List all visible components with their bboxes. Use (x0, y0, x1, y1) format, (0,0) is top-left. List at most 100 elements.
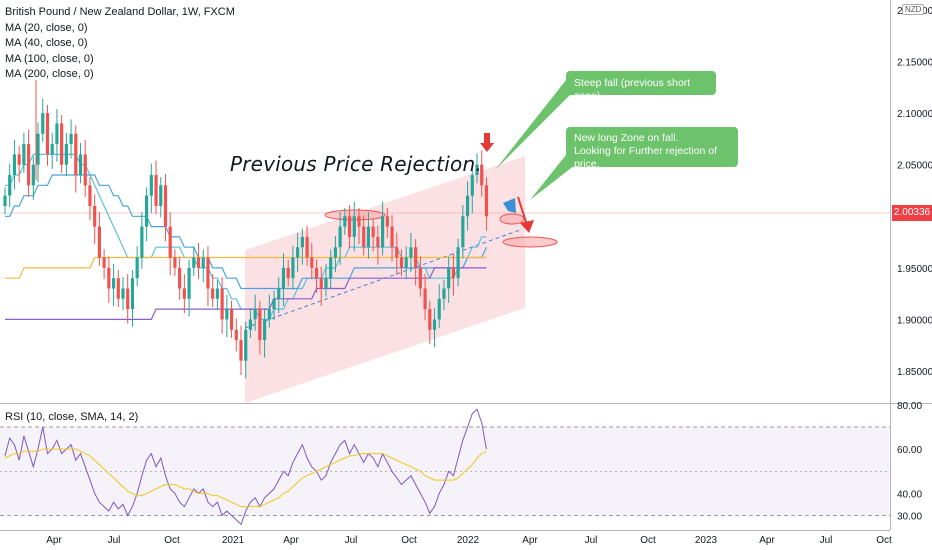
candle-body (253, 309, 257, 320)
candle-body (17, 154, 21, 165)
candle-body (258, 309, 262, 341)
candle-body (102, 257, 106, 268)
rejection-annotation[interactable]: Previous Price Rejection. (230, 152, 482, 176)
candle-body (50, 144, 54, 155)
candle-body (428, 309, 432, 330)
rsi-series-2 (4, 448, 487, 508)
time-tick-label: 2022 (457, 535, 480, 546)
ma200-legend[interactable]: MA (200, close, 0) (5, 68, 94, 80)
callout-steep-fall-text: Steep fall (previous short zone). (574, 77, 691, 102)
candle-body (376, 236, 380, 248)
callout-long-zone[interactable]: New long Zone on fall. Looking for Furth… (566, 127, 738, 170)
candle-body (130, 278, 135, 310)
time-tick-label: Oct (401, 535, 417, 546)
callout-long-zone-line1: New long Zone on fall. (574, 132, 679, 144)
time-tick-label: Oct (640, 535, 656, 546)
candle-body (385, 216, 389, 227)
candle-body (27, 144, 31, 186)
time-tick-label: Apr (522, 535, 538, 546)
ma20-legend[interactable]: MA (20, close, 0) (5, 21, 88, 34)
price-tick-label: 1.85000 (897, 367, 932, 378)
candle-body (352, 216, 356, 237)
candle-body (475, 164, 479, 176)
callout-long-zone-line2: Looking for Further rejection of price. (574, 145, 717, 170)
long-zone-ellipse (502, 236, 558, 248)
last-price-tag: 2.00336 (892, 205, 932, 221)
candle-body (126, 288, 130, 310)
time-tick-label: Apr (283, 535, 299, 546)
candle-body (88, 185, 92, 206)
candle-body (272, 298, 276, 310)
candle-body (399, 257, 404, 268)
candle-body (234, 329, 238, 341)
currency-badge[interactable]: NZD (902, 4, 925, 15)
candle-body (314, 267, 319, 279)
candle-body (333, 247, 337, 258)
candle-body (74, 133, 78, 176)
candle-body (159, 185, 163, 206)
candle-body (281, 267, 286, 289)
candle-body (97, 226, 101, 258)
candle-body (347, 216, 352, 237)
chart-legend: British Pound / New Zealand Dollar, 1W, … (5, 5, 235, 83)
candle-body (196, 257, 201, 268)
ma100-legend[interactable]: MA (100, close, 0) (5, 52, 94, 65)
candle-body (244, 329, 248, 361)
rsi-tick-label: 30.00 (897, 512, 922, 523)
candle-body (135, 257, 139, 279)
candle-body (300, 236, 304, 248)
symbol-title[interactable]: British Pound / New Zealand Dollar, 1W, … (5, 6, 235, 18)
candle-body (291, 257, 295, 279)
candle-body (93, 205, 97, 227)
candle-body (187, 267, 191, 299)
candle-body (461, 216, 465, 248)
candle-body (480, 164, 484, 186)
down-arrow-marker (480, 133, 494, 152)
candle-body (45, 113, 50, 155)
candle-body (201, 257, 205, 268)
candle-body (229, 309, 234, 330)
candle-body (442, 288, 446, 299)
time-tick-label: Oct (876, 535, 892, 546)
rsi-legend[interactable]: RSI (10, close, SMA, 14, 2) (5, 411, 139, 423)
candle-body (310, 257, 314, 268)
candle-body (225, 309, 229, 320)
candle-body (305, 236, 309, 258)
candle-body (64, 144, 68, 165)
candle-body (248, 319, 253, 330)
candle-body (22, 144, 26, 165)
time-tick-label: 2023 (695, 535, 718, 546)
ma40-legend[interactable]: MA (40, close, 0) (5, 37, 88, 49)
candle-body (432, 319, 437, 330)
candle-body (36, 133, 40, 165)
candle-body (343, 216, 347, 227)
candle-body (121, 288, 125, 299)
candle-body (168, 226, 172, 258)
candle-body (206, 257, 210, 289)
candle-body (215, 288, 219, 299)
red-arrow-head (520, 220, 534, 233)
candle-body (423, 288, 427, 310)
callout-steep-fall[interactable]: Steep fall (previous short zone). (566, 71, 716, 102)
candle-body (414, 247, 418, 268)
candle-body (192, 257, 196, 268)
candle-body (456, 247, 460, 279)
candle-body (296, 247, 300, 258)
candle-body (409, 247, 413, 258)
candle-body (263, 319, 267, 341)
callout1-pointer (495, 75, 570, 170)
candle-body (60, 123, 64, 165)
rising-channel (245, 156, 525, 403)
time-tick-label: Jul (820, 535, 833, 546)
time-tick-label: Jul (108, 535, 121, 546)
candle-body (404, 257, 408, 268)
candle-body (390, 226, 394, 248)
candle-body (362, 226, 366, 248)
price-tick-label: 1.95000 (897, 264, 932, 275)
candle-body (31, 164, 35, 186)
time-tick-label: 2021 (222, 535, 245, 546)
candle-body (12, 154, 17, 176)
candle-body (371, 226, 375, 237)
candle-body (8, 175, 12, 196)
